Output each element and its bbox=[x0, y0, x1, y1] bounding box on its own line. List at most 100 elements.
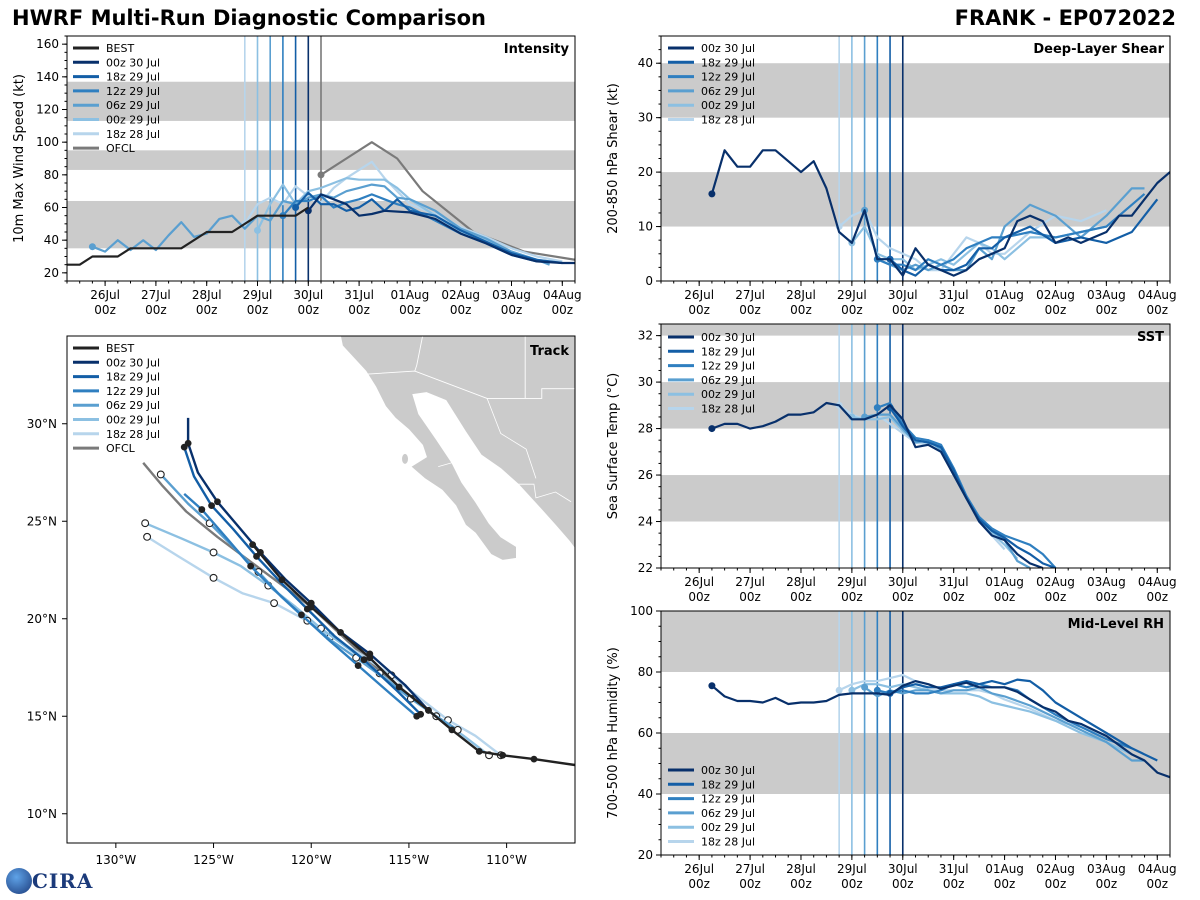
shear-xtick-label-hour: 00z bbox=[994, 303, 1016, 317]
rh-legend-label: 12z 29 Jul bbox=[701, 793, 755, 806]
intensity-legend-label: OFCL bbox=[106, 142, 136, 155]
shear-xtick-label: 27Jul bbox=[735, 288, 765, 302]
state-line bbox=[518, 483, 572, 503]
track-point bbox=[354, 662, 362, 669]
track-line-00z-30-jul bbox=[186, 417, 430, 712]
track-legend-label: 18z 29 Jul bbox=[106, 371, 160, 384]
intensity-legend-label: 12z 29 Jul bbox=[106, 85, 160, 98]
rh-xtick-label-hour: 00z bbox=[892, 877, 914, 891]
border-line bbox=[367, 370, 575, 399]
sst-ytick-label: 28 bbox=[638, 422, 653, 436]
shear-xtick-label: 03Aug bbox=[1087, 288, 1126, 302]
shear-xtick-label-hour: 00z bbox=[1096, 303, 1118, 317]
rh-xtick-label-hour: 00z bbox=[1146, 877, 1168, 891]
track-point bbox=[425, 707, 432, 714]
intensity-xtick-label-hour: 00z bbox=[348, 303, 370, 317]
intensity-legend-label: 00z 29 Jul bbox=[106, 114, 160, 127]
shear-legend-label: 00z 30 Jul bbox=[701, 42, 755, 55]
rh-xtick-label: 26Jul bbox=[684, 862, 714, 876]
shear-xtick-label-hour: 00z bbox=[892, 303, 914, 317]
intensity-legend-label: 00z 30 Jul bbox=[106, 56, 160, 69]
sst-xtick-label: 01Aug bbox=[985, 575, 1024, 589]
shear-xtick-label: 30Jul bbox=[888, 288, 918, 302]
track-point bbox=[307, 603, 315, 611]
shear-init-marker bbox=[708, 190, 716, 198]
track-line-18z-29-jul bbox=[183, 446, 422, 716]
track-point bbox=[209, 573, 218, 582]
track-point bbox=[208, 502, 215, 510]
sst-band bbox=[661, 475, 1170, 522]
cira-globe-icon bbox=[6, 868, 32, 894]
sst-xtick-label-hour: 00z bbox=[994, 590, 1016, 604]
sst-ylabel: Sea Surface Temp (°C) bbox=[606, 373, 621, 520]
intensity-xtick-label: 31Jul bbox=[344, 288, 374, 302]
track-map-area bbox=[141, 336, 575, 767]
rh-series-06z-29-jul bbox=[863, 686, 1145, 762]
track-xtick-label: 130°W bbox=[95, 853, 136, 867]
rh-xtick-label-hour: 00z bbox=[994, 877, 1016, 891]
intensity-xtick-label-hour: 00z bbox=[145, 303, 167, 317]
storm-id-title: FRANK - EP072022 bbox=[954, 6, 1176, 30]
track-point bbox=[499, 751, 507, 759]
rh-xtick-label: 30Jul bbox=[888, 862, 918, 876]
sst-ytick-label: 22 bbox=[638, 561, 653, 575]
shear-legend-label: 06z 29 Jul bbox=[701, 85, 755, 98]
sst-ytick-label: 30 bbox=[638, 375, 653, 389]
rh-init-marker bbox=[835, 686, 843, 694]
shear-band bbox=[661, 63, 1170, 118]
shear-band bbox=[661, 172, 1170, 227]
track-point bbox=[360, 656, 368, 664]
track-line-best bbox=[251, 543, 575, 767]
rh-ytick-label: 80 bbox=[638, 665, 653, 679]
rh-xtick-label-hour: 00z bbox=[1096, 877, 1118, 891]
rh-xtick-label: 28Jul bbox=[786, 862, 816, 876]
shear-xtick-label: 29Jul bbox=[837, 288, 867, 302]
sst-xtick-label: 02Aug bbox=[1036, 575, 1075, 589]
track-point bbox=[214, 498, 221, 506]
intensity-ytick-label: 60 bbox=[44, 201, 59, 215]
track-point bbox=[278, 576, 286, 584]
intensity-xtick-label-hour: 00z bbox=[399, 303, 421, 317]
sst-panel: 22242628303226Jul00z27Jul00z28Jul00z29Ju… bbox=[606, 323, 1177, 604]
rh-series-00z-30-jul bbox=[711, 679, 1170, 779]
track-legend-label: 06z 29 Jul bbox=[106, 399, 160, 412]
intensity-plot-area bbox=[67, 36, 575, 281]
intensity-xtick-label-hour: 00z bbox=[298, 303, 320, 317]
sst-xtick-label-hour: 00z bbox=[943, 590, 965, 604]
sst-xtick-label-hour: 00z bbox=[1146, 590, 1168, 604]
shear-ytick-label: 30 bbox=[638, 111, 653, 125]
track-point bbox=[337, 629, 344, 636]
shear-series-12z-29-jul bbox=[876, 193, 1146, 272]
state-line bbox=[438, 462, 453, 468]
track-point bbox=[198, 506, 206, 513]
rh-xtick-label-hour: 00z bbox=[739, 877, 761, 891]
logo-text: CIRA bbox=[32, 869, 94, 893]
track-xtick-label: 115°W bbox=[389, 853, 430, 867]
track-point bbox=[184, 439, 192, 447]
rh-init-marker bbox=[708, 682, 716, 690]
sst-xtick-label: 03Aug bbox=[1087, 575, 1126, 589]
intensity-ytick-label: 100 bbox=[36, 135, 59, 149]
rh-xtick-label-hour: 00z bbox=[790, 877, 812, 891]
track-legend-label: BEST bbox=[106, 342, 134, 355]
intensity-xtick-label-hour: 00z bbox=[196, 303, 218, 317]
track-point bbox=[448, 726, 456, 734]
shear-legend-label: 00z 29 Jul bbox=[701, 99, 755, 112]
intensity-xtick-label: 30Jul bbox=[293, 288, 323, 302]
rh-ytick-label: 60 bbox=[638, 726, 653, 740]
track-xtick-label: 110°W bbox=[486, 853, 527, 867]
shear-xtick-label: 02Aug bbox=[1036, 288, 1075, 302]
intensity-xtick-label-hour: 00z bbox=[94, 303, 116, 317]
shear-xtick-label-hour: 00z bbox=[1045, 303, 1067, 317]
intensity-xtick-label-hour: 00z bbox=[501, 303, 523, 317]
rh-band bbox=[661, 733, 1170, 794]
shear-xtick-label: 31Jul bbox=[939, 288, 969, 302]
track-ytick-label: 20°N bbox=[27, 612, 57, 626]
state-line bbox=[414, 336, 424, 372]
track-ytick-label: 10°N bbox=[27, 807, 57, 821]
rh-legend-label: 00z 29 Jul bbox=[701, 821, 755, 834]
sst-xtick-label: 27Jul bbox=[735, 575, 765, 589]
rh-band bbox=[661, 611, 1170, 672]
track-point bbox=[417, 710, 425, 718]
